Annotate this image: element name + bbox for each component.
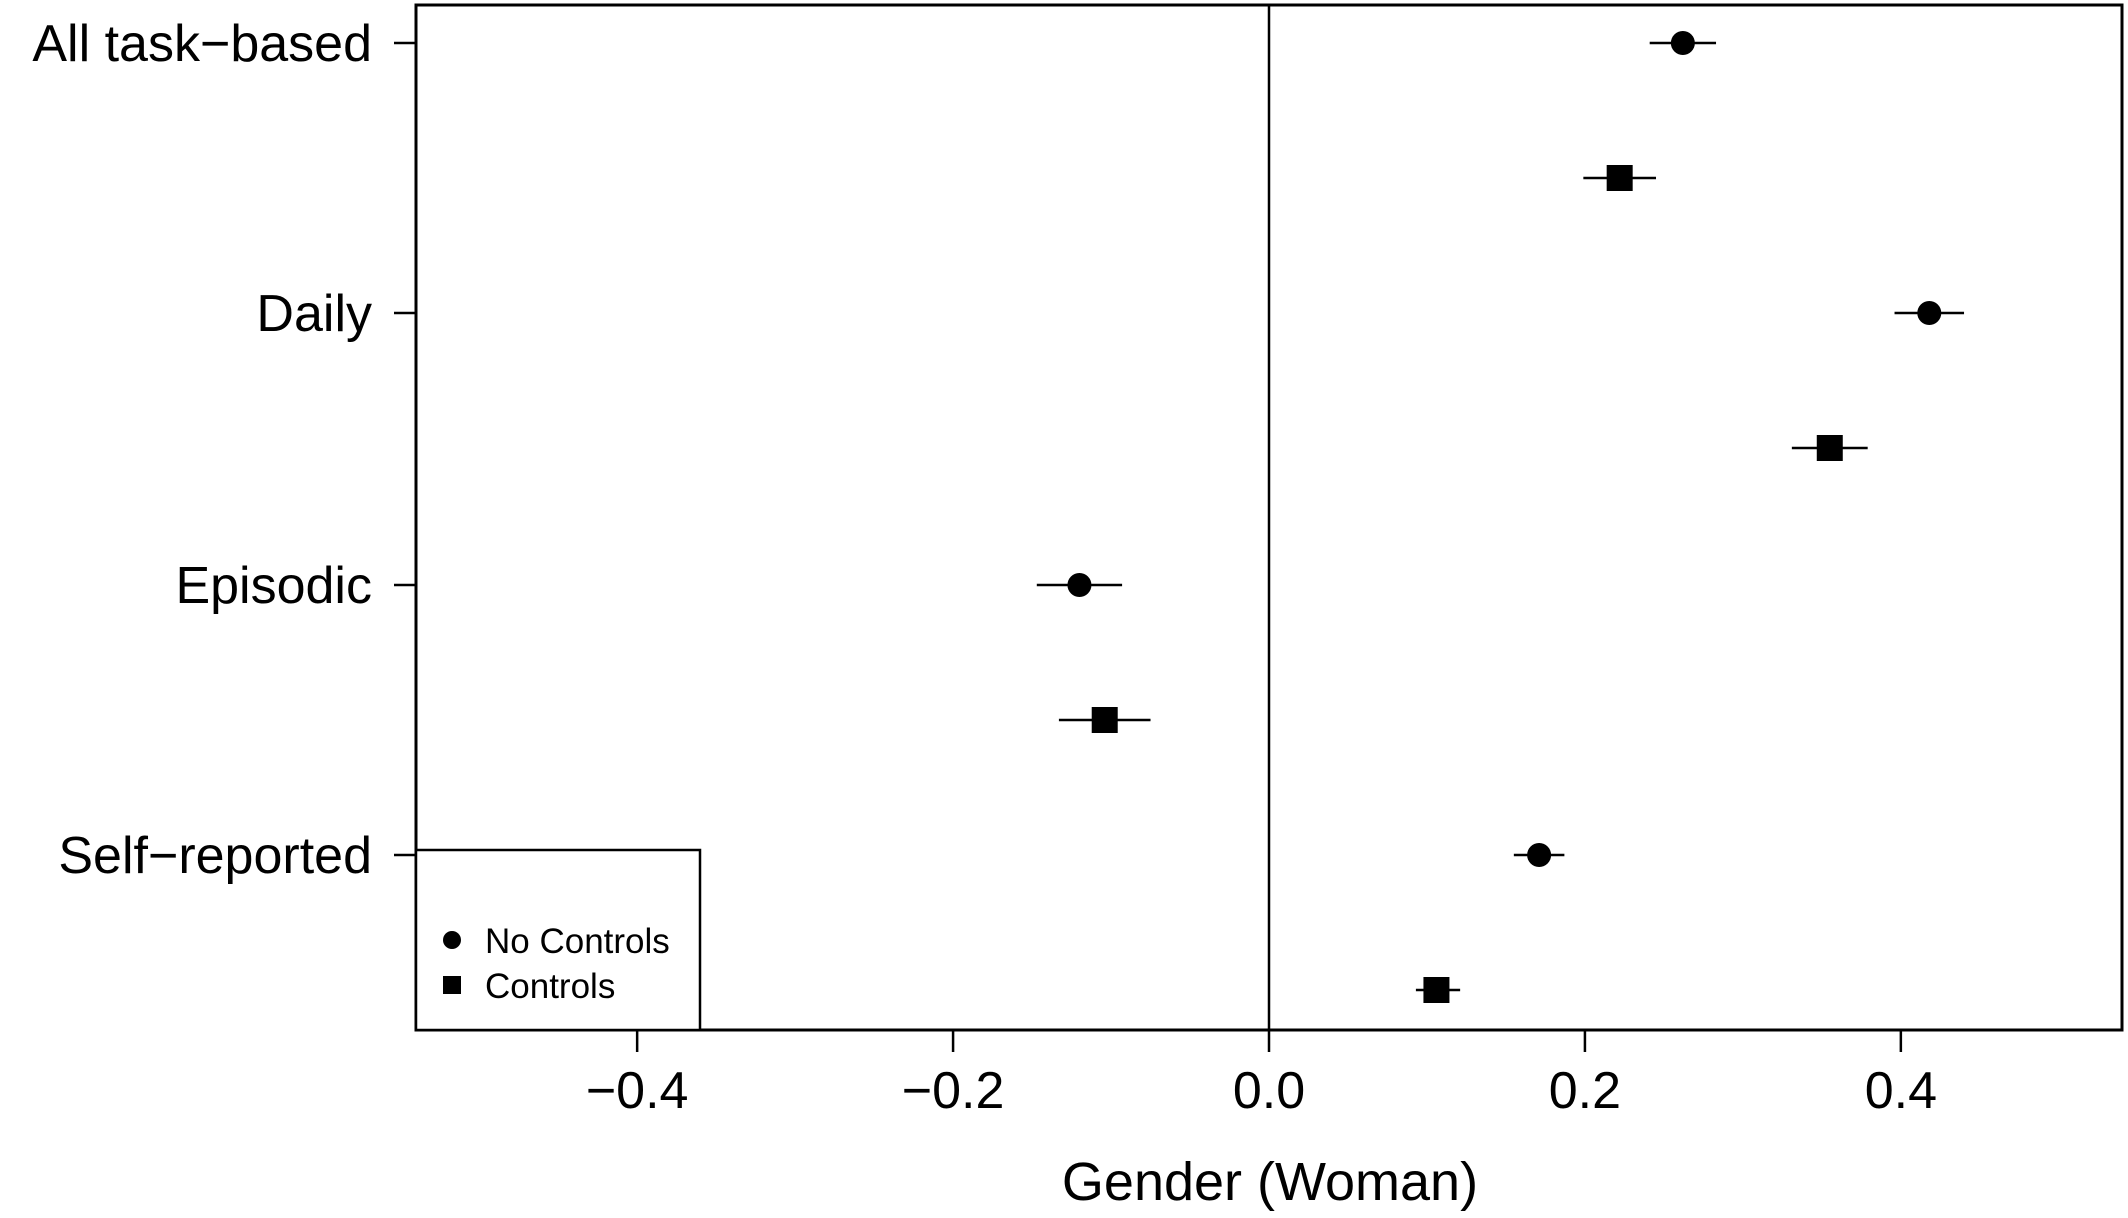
x-tick-label: −0.2 (902, 1062, 1005, 1120)
x-tick-label: −0.4 (586, 1062, 689, 1120)
x-tick-label: 0.4 (1865, 1062, 1937, 1120)
point-controls (1816, 435, 1843, 461)
point-no-controls (1067, 573, 1092, 597)
legend-marker-controls (443, 976, 461, 994)
x-axis-title: Gender (Woman) (1062, 1152, 1478, 1212)
data-marks (1036, 31, 1965, 1003)
x-tick-label: 0.0 (1233, 1062, 1305, 1120)
point-controls (1423, 977, 1450, 1003)
category-label: All task−based (32, 15, 372, 73)
point-no-controls (1527, 843, 1552, 867)
category-label: Self−reported (58, 827, 372, 885)
x-tick-label: 0.2 (1549, 1062, 1621, 1120)
point-controls (1606, 165, 1633, 191)
legend-label-controls: Controls (485, 967, 615, 1006)
legend-marker-no-controls (443, 931, 461, 949)
legend: No Controls Controls (414, 848, 702, 1032)
point-no-controls (1917, 301, 1942, 325)
category-label: Daily (256, 285, 372, 343)
point-controls (1091, 707, 1118, 733)
legend-label-no-controls: No Controls (485, 922, 670, 961)
point-no-controls (1670, 31, 1695, 55)
legend-box (414, 848, 702, 1032)
y-axis: All task−based Daily Episodic Self−reported (32, 15, 416, 885)
category-label: Episodic (175, 557, 372, 615)
x-axis: −0.4 −0.2 0.0 0.2 0.4 (586, 1030, 1937, 1120)
